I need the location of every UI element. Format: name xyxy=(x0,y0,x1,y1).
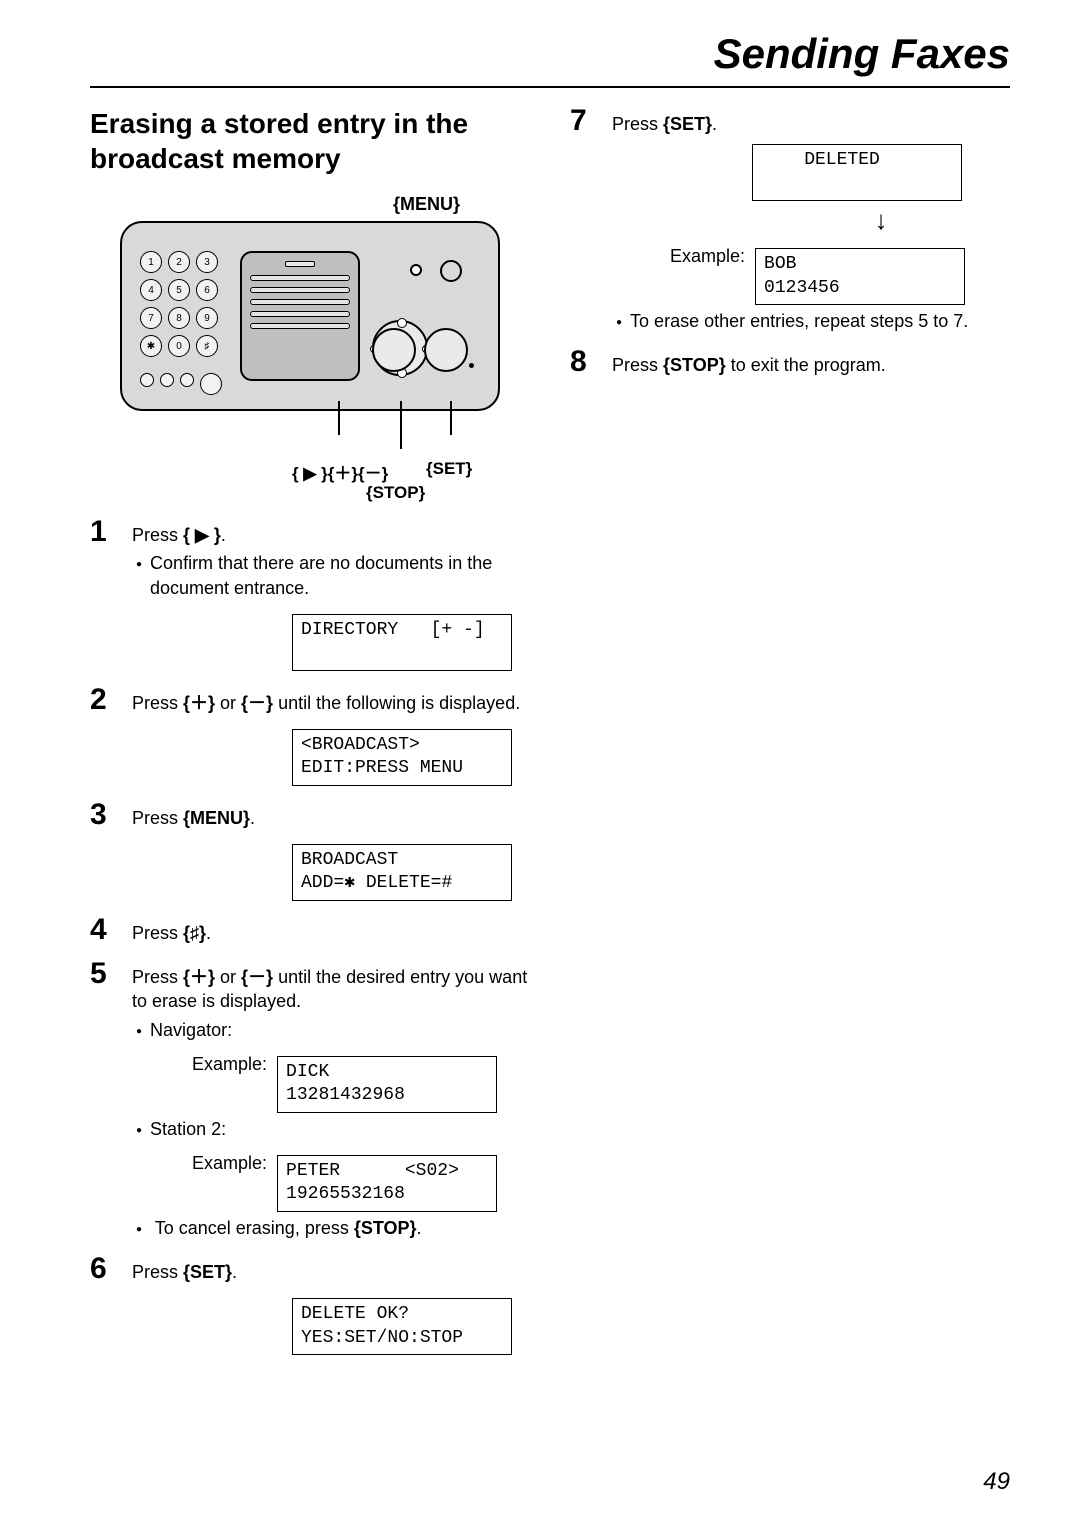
label-set: {SET} xyxy=(426,459,472,479)
step-2: 2 Press {＋} or {－} until the following i… xyxy=(90,685,530,786)
step-text: Press xyxy=(132,1262,183,1282)
keypad: 1 2 3 4 5 6 7 8 9 xyxy=(140,251,226,381)
btn-minus: {－} xyxy=(241,693,273,713)
step-text: or xyxy=(215,693,241,713)
small-key-big xyxy=(200,373,222,395)
arrow-down-icon: ↓ xyxy=(752,203,1010,238)
page-header: Sending Faxes xyxy=(90,30,1010,88)
step-7: 7 Press {SET}. DELETED ↓ Example: BOB 01… xyxy=(570,106,1010,333)
key-9: 9 xyxy=(196,307,218,329)
step-text: Press xyxy=(132,693,183,713)
step-text: Press xyxy=(132,923,183,943)
step-text: . xyxy=(250,808,255,828)
step-text: . xyxy=(232,1262,237,1282)
step-3: 3 Press {MENU}. BROADCAST ADD=✱ DELETE=# xyxy=(90,800,530,901)
btn-stop: {STOP} xyxy=(663,355,726,375)
step-number: 6 xyxy=(90,1254,132,1355)
step-text: Press xyxy=(132,525,183,545)
btn-set: {SET} xyxy=(663,114,712,134)
key-5: 5 xyxy=(168,279,190,301)
label-menu: {MENU} xyxy=(393,194,460,215)
lcd-display: BOB 0123456 xyxy=(755,248,965,305)
label-stop: {STOP} xyxy=(366,483,425,503)
step-1: 1 Press { ▶ }. Confirm that there are no… xyxy=(90,517,530,671)
example-label: Example: xyxy=(192,1048,267,1076)
round-button xyxy=(372,328,416,372)
center-panel xyxy=(240,251,360,381)
key-hash: ♯ xyxy=(196,335,218,357)
step-number: 2 xyxy=(90,685,132,786)
step-text: or xyxy=(215,967,241,987)
btn-plus: {＋} xyxy=(183,967,215,987)
label-nav-keys: { ▶ }{＋}{－} xyxy=(292,459,388,484)
left-column: Erasing a stored entry in the broadcast … xyxy=(90,106,530,1369)
step-text: . xyxy=(221,525,226,545)
indicator-small xyxy=(410,264,422,276)
step-number: 7 xyxy=(570,106,612,333)
small-key xyxy=(140,373,154,387)
lcd-display: BROADCAST ADD=✱ DELETE=# xyxy=(292,844,512,901)
small-key xyxy=(160,373,174,387)
step-number: 1 xyxy=(90,517,132,671)
step-6: 6 Press {SET}. DELETE OK? YES:SET/NO:STO… xyxy=(90,1254,530,1355)
step-number: 5 xyxy=(90,959,132,1240)
step-text: until the following is displayed. xyxy=(273,693,520,713)
step-number: 3 xyxy=(90,800,132,901)
step-text: Press xyxy=(132,808,183,828)
content-columns: Erasing a stored entry in the broadcast … xyxy=(90,106,1010,1369)
btn-menu: {MENU} xyxy=(183,808,250,828)
lcd-display: DIRECTORY [+ -] xyxy=(292,614,512,671)
key-2: 2 xyxy=(168,251,190,273)
round-button xyxy=(424,328,468,372)
step-text: to exit the program. xyxy=(726,355,886,375)
example-label: Example: xyxy=(670,240,745,268)
step-number: 8 xyxy=(570,347,612,377)
step-text: Press xyxy=(612,355,663,375)
dot-indicator xyxy=(469,363,474,368)
btn-hash: {♯} xyxy=(183,923,206,943)
lcd-display: DICK 13281432968 xyxy=(277,1056,497,1113)
btn-set: {SET} xyxy=(183,1262,232,1282)
right-panel xyxy=(360,246,480,386)
key-8: 8 xyxy=(168,307,190,329)
btn-stop: {STOP} xyxy=(354,1218,417,1238)
btn-minus: {－} xyxy=(241,967,273,987)
step-5: 5 Press {＋} or {－} until the desired ent… xyxy=(90,959,530,1240)
step-text: . xyxy=(206,923,211,943)
step-8: 8 Press {STOP} to exit the program. xyxy=(570,347,1010,377)
key-star: ✱ xyxy=(140,335,162,357)
step-bullet: Navigator: xyxy=(150,1018,530,1042)
step-text: Press xyxy=(132,967,183,987)
step-text: . xyxy=(712,114,717,134)
device-illustration: {MENU} 1 2 3 4 5 6 xyxy=(90,194,530,509)
key-0: 0 xyxy=(168,335,190,357)
section-title: Erasing a stored entry in the broadcast … xyxy=(90,106,530,176)
step-number: 4 xyxy=(90,915,132,945)
step-4: 4 Press {♯}. xyxy=(90,915,530,945)
step-text: Press xyxy=(612,114,663,134)
indicator-large xyxy=(440,260,462,282)
page-number: 49 xyxy=(983,1468,1010,1496)
key-6: 6 xyxy=(196,279,218,301)
btn-right: { ▶ } xyxy=(183,525,221,545)
key-3: 3 xyxy=(196,251,218,273)
example-label: Example: xyxy=(192,1147,267,1175)
right-column: 7 Press {SET}. DELETED ↓ Example: BOB 01… xyxy=(570,106,1010,1369)
step-bullet: Confirm that there are no documents in t… xyxy=(150,551,530,600)
step-bullet: To cancel erasing, press {STOP}. xyxy=(150,1216,530,1240)
lcd-display: DELETE OK? YES:SET/NO:STOP xyxy=(292,1298,512,1355)
key-1: 1 xyxy=(140,251,162,273)
lcd-display: <BROADCAST> EDIT:PRESS MENU xyxy=(292,729,512,786)
step-bullet: Station 2: xyxy=(150,1117,530,1141)
step-bullet: To erase other entries, repeat steps 5 t… xyxy=(630,309,1010,333)
key-4: 4 xyxy=(140,279,162,301)
small-key xyxy=(180,373,194,387)
lcd-display: PETER <S02> 19265532168 xyxy=(277,1155,497,1212)
lcd-display: DELETED xyxy=(752,144,962,201)
btn-plus: {＋} xyxy=(183,693,215,713)
key-7: 7 xyxy=(140,307,162,329)
